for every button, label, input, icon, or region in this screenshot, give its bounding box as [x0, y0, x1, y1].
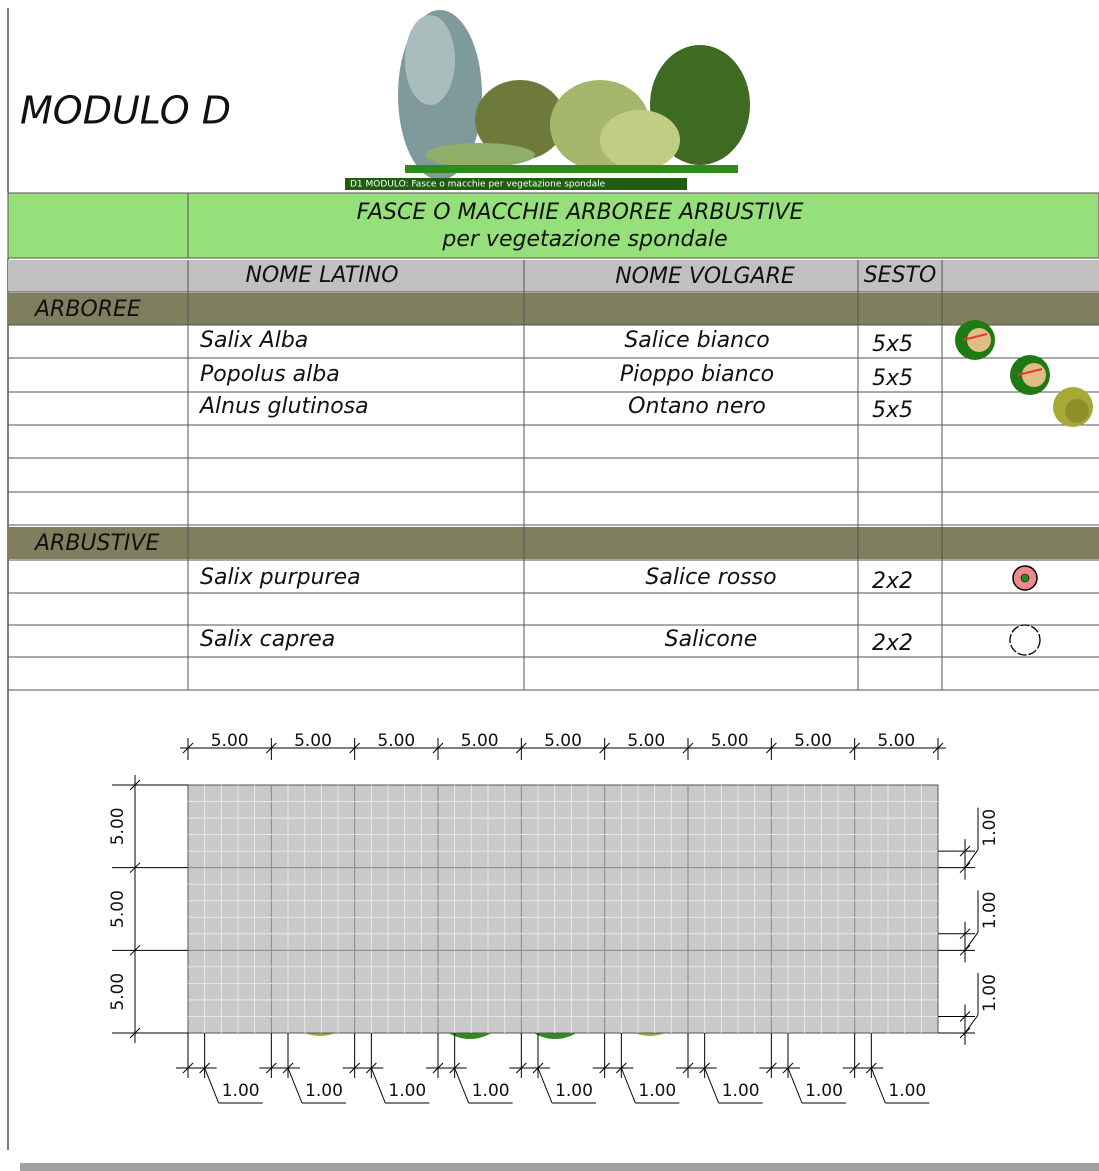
dim-tick: [432, 742, 444, 754]
dim-label: 1.00: [888, 1081, 926, 1101]
dim-label: 5.00: [108, 807, 128, 845]
dim-label: 1.00: [472, 1081, 510, 1101]
dim-label: 5.00: [794, 731, 832, 751]
poplar-tree-bark: [1022, 363, 1046, 387]
header-band: [7, 192, 1099, 259]
leader: [870, 1067, 886, 1104]
dim-label: 5.00: [461, 731, 499, 751]
latin-name: Salix Alba: [200, 328, 308, 353]
dim-tick: [182, 742, 194, 754]
section-band: [8, 527, 1099, 559]
section-label: ARBOREE: [33, 297, 141, 322]
common-name: Salice bianco: [624, 328, 769, 353]
dim-label: 1.00: [980, 974, 1000, 1012]
leader: [964, 849, 979, 868]
header-line2: per vegetazione spondale: [441, 227, 727, 252]
latin-name: Salix purpurea: [200, 565, 361, 590]
leader: [204, 1067, 220, 1104]
dim-label: 5.00: [711, 731, 749, 751]
latin-name: Popolus alba: [200, 362, 340, 387]
branch: [1017, 368, 1043, 376]
dim-label: 1.00: [638, 1081, 676, 1101]
dim-label: 1.00: [980, 809, 1000, 847]
spacing: 5x5: [872, 332, 913, 357]
poplar-tree-bark: [967, 328, 991, 352]
dim-label: 1.00: [980, 891, 1000, 929]
leader: [537, 1067, 553, 1104]
leader: [454, 1067, 470, 1104]
dim-label: 5.00: [108, 973, 128, 1011]
trees-illustration: [345, 10, 750, 190]
dim-tick: [849, 742, 861, 754]
olive-tree-shade: [1065, 399, 1089, 423]
spacing: 5x5: [872, 398, 913, 423]
dim-tick: [515, 742, 527, 754]
leader: [287, 1067, 303, 1104]
dim-label: 1.00: [388, 1081, 426, 1101]
leader: [370, 1067, 386, 1104]
title: MODULO D: [20, 89, 231, 133]
dim-label: 5.00: [627, 731, 665, 751]
leader: [787, 1067, 803, 1104]
branch: [962, 333, 988, 341]
common-name: Pioppo bianco: [620, 362, 774, 387]
dim-tick: [129, 944, 141, 956]
leader: [704, 1067, 720, 1104]
dim-tick: [129, 1027, 141, 1039]
dim-label: 5.00: [108, 890, 128, 928]
shrub-red-core: [1020, 573, 1030, 583]
spacing: 2x2: [872, 569, 913, 594]
spacing: 2x2: [872, 631, 913, 656]
common-name: Salice rosso: [645, 565, 776, 590]
dim-tick: [129, 779, 141, 791]
leader: [964, 932, 979, 951]
dim-label: 1.00: [722, 1081, 760, 1101]
dim-tick: [932, 742, 944, 754]
common-name: Salicone: [665, 627, 758, 652]
leader: [620, 1067, 636, 1104]
latin-name: Salix caprea: [200, 627, 335, 652]
section-band: [8, 293, 1099, 325]
dim-label: 5.00: [877, 731, 915, 751]
dim-label: 1.00: [305, 1081, 343, 1101]
dim-label: 1.00: [222, 1081, 260, 1101]
dim-label: 1.00: [555, 1081, 593, 1101]
spacing: 5x5: [872, 366, 913, 391]
column-header: NOME VOLGARE: [615, 264, 795, 289]
header-line1: FASCE O MACCHIE ARBOREE ARBUSTIVE: [357, 200, 804, 225]
column-header: SESTO: [864, 263, 937, 288]
dim-label: 5.00: [544, 731, 582, 751]
section-label: ARBUSTIVE: [33, 531, 159, 556]
caption: D1 MODULO: Fasce o macchie per vegetazio…: [350, 180, 606, 190]
dim-tick: [129, 862, 141, 874]
dim-tick: [599, 742, 611, 754]
dim-tick: [765, 742, 777, 754]
latin-name: Alnus glutinosa: [198, 394, 369, 419]
dim-tick: [682, 742, 694, 754]
shrub-open: [1009, 624, 1041, 656]
dim-tick: [265, 742, 277, 754]
dim-label: 1.00: [805, 1081, 843, 1101]
dim-tick: [349, 742, 361, 754]
footer-bar: [20, 1163, 1099, 1171]
column-header-band: [8, 260, 1099, 292]
column-header: NOME LATINO: [245, 263, 398, 288]
dim-label: 5.00: [294, 731, 332, 751]
dim-label: 5.00: [377, 731, 415, 751]
plan-area: [187, 784, 939, 1034]
leader: [964, 1014, 979, 1034]
dim-label: 5.00: [211, 731, 249, 751]
common-name: Ontano nero: [628, 394, 766, 419]
